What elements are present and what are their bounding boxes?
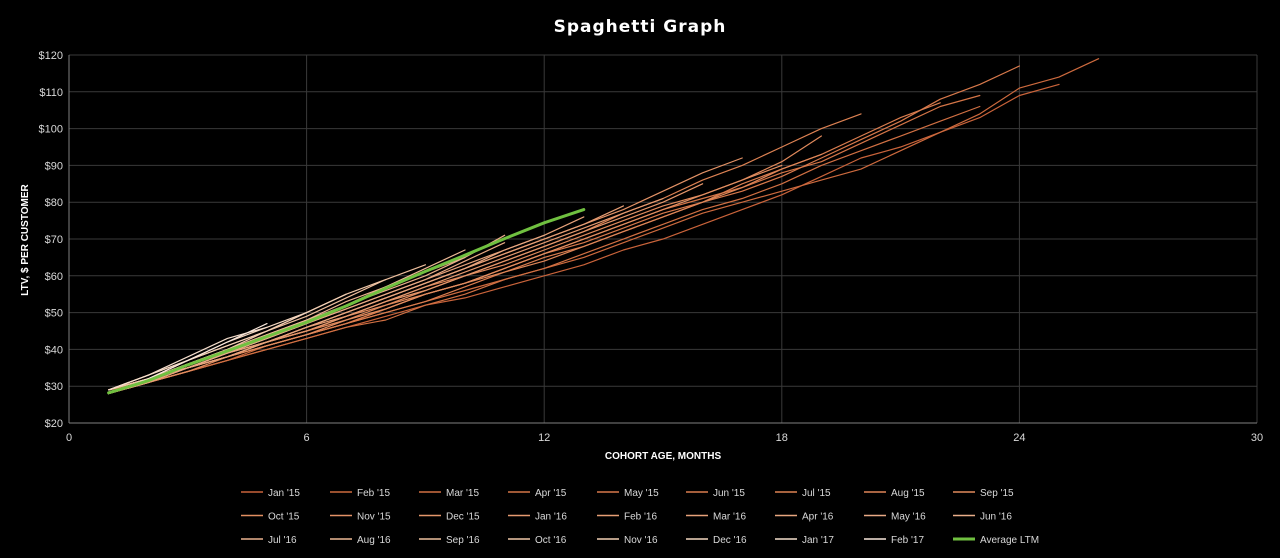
x-tick-label: 30 — [1251, 432, 1263, 444]
legend-label: Mar '16 — [713, 512, 746, 523]
series-lines — [107, 58, 1100, 395]
series-line-jan-17 — [107, 326, 268, 391]
legend-label: Average LTM — [980, 535, 1039, 546]
series-line-average-ltm — [107, 208, 586, 395]
y-tick-label: $50 — [45, 308, 63, 320]
legend-label: Aug '15 — [891, 488, 925, 499]
legend-label: Aug '16 — [357, 535, 391, 546]
legend-label: Feb '16 — [624, 512, 657, 523]
legend-label: Oct '16 — [535, 535, 567, 546]
legend-label: Jan '17 — [802, 535, 834, 546]
y-tick-label: $70 — [45, 234, 63, 246]
legend-label: Jan '15 — [268, 488, 300, 499]
x-tick-label: 6 — [304, 432, 310, 444]
y-tick-label: $30 — [45, 381, 63, 393]
legend-label: May '16 — [891, 512, 926, 523]
y-tick-label: $40 — [45, 344, 63, 356]
legend-label: Apr '15 — [535, 488, 567, 499]
x-tick-label: 0 — [66, 432, 72, 444]
legend-label: Jul '16 — [268, 535, 297, 546]
y-tick-label: $120 — [39, 50, 63, 62]
y-tick-label: $60 — [45, 271, 63, 283]
legend-label: Jun '15 — [713, 488, 745, 499]
legend-label: May '15 — [624, 488, 659, 499]
chart-title: Spaghetti Graph — [554, 17, 727, 37]
legend-label: Jun '16 — [980, 512, 1012, 523]
x-tick-label: 12 — [538, 432, 550, 444]
legend-label: Sep '16 — [446, 535, 480, 546]
legend-label: Jul '15 — [802, 488, 831, 499]
legend: Jan '15 Feb '15 Mar '15 Apr '15 May '15 Jun '… — [241, 488, 1039, 546]
series-line-mar-15 — [107, 105, 981, 395]
y-tick-label: $110 — [39, 87, 63, 99]
legend-label: Oct '15 — [268, 512, 300, 523]
x-axis-title: COHORT AGE, MONTHS — [605, 451, 722, 462]
legend-label: Sep '15 — [980, 488, 1014, 499]
legend-label: Feb '17 — [891, 535, 924, 546]
y-tick-label: $80 — [45, 197, 63, 209]
y-axis-title: LTV, $ PER CUSTOMER — [20, 183, 31, 295]
legend-label: Nov '16 — [624, 535, 658, 546]
legend-label: Feb '15 — [357, 488, 390, 499]
x-tick-label: 24 — [1013, 432, 1025, 444]
y-tick-label: $20 — [45, 418, 63, 430]
x-tick-label: 18 — [776, 432, 788, 444]
legend-label: Dec '16 — [713, 535, 747, 546]
axes: $20 $30 $40 $50 $60 $70 $80 $90 $100 $110 $120 0 6 12… — [39, 50, 1264, 444]
y-tick-label: $100 — [39, 124, 63, 136]
legend-label: Mar '15 — [446, 488, 479, 499]
legend-label: Apr '16 — [802, 512, 834, 523]
legend-label: Dec '15 — [446, 512, 480, 523]
legend-label: Nov '15 — [357, 512, 391, 523]
legend-label: Jan '16 — [535, 512, 567, 523]
y-tick-label: $90 — [45, 160, 63, 172]
